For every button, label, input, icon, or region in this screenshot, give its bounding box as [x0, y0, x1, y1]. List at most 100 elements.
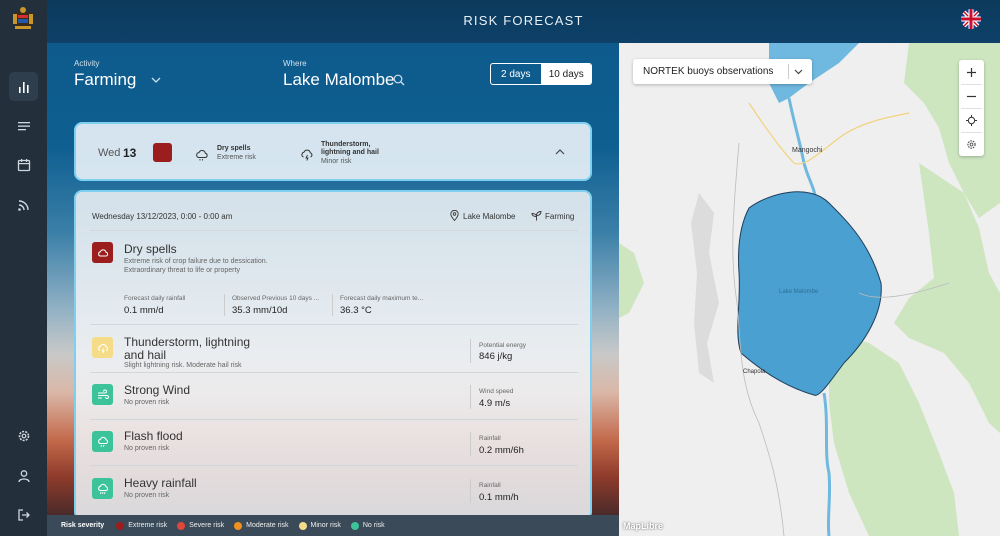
risk-desc-heavy-rainfall: No proven risk [124, 492, 170, 499]
metric-value: 4.9 m/s [479, 398, 511, 409]
divider [90, 465, 578, 466]
page-title: RISK FORECAST [463, 13, 584, 28]
locate-button[interactable] [959, 108, 984, 132]
zoom-in-button[interactable] [959, 60, 984, 84]
metric-value: 0.1 mm/h [479, 492, 519, 503]
side-item-signal[interactable] [9, 190, 38, 219]
metric-label: Forecast daily maximum te... [340, 295, 424, 302]
legend-item: Extreme risk [116, 521, 167, 530]
chevron-up-icon[interactable] [555, 148, 565, 156]
side-item-settings[interactable] [9, 421, 38, 450]
map-attribution[interactable]: MapLibre [623, 521, 664, 531]
metric-value: 846 j/kg [479, 351, 513, 362]
zoom-in-icon [967, 67, 976, 77]
zoom-out-icon [967, 95, 976, 97]
legend-text: Minor risk [310, 522, 341, 529]
divider [90, 372, 578, 373]
search-icon[interactable] [393, 74, 405, 86]
divider [224, 294, 225, 316]
flood-icon-badge [92, 431, 113, 452]
locate-icon [966, 114, 977, 126]
summary-risk-title: Dry spells [217, 145, 251, 152]
cloud-sun-icon [97, 248, 108, 256]
legend-item: Severe risk [177, 521, 225, 530]
range-toggle: 2 days 10 days [490, 63, 592, 85]
activity-select[interactable]: Farming [74, 70, 137, 89]
cloud-sun-icon [196, 150, 208, 161]
cloud-lightning-icon [301, 149, 313, 161]
cloud-rain-icon [97, 436, 108, 447]
map-layer-select[interactable]: NORTEK buoys observations [633, 59, 812, 84]
risk-title-strong-wind: Strong Wind [124, 383, 191, 397]
summary-risk-title: Thunderstorm, lightning and hail [321, 141, 379, 156]
where-label: Where [283, 59, 307, 68]
map-label-chapola: Chapola [743, 369, 766, 375]
where-input[interactable]: Lake Malombe [283, 70, 395, 89]
range-10-days[interactable]: 10 days [541, 64, 591, 84]
risk-title-heavy-rainfall: Heavy rainfall [124, 476, 197, 490]
detail-location: Lake Malombe [463, 212, 516, 221]
heavy-rain-icon-badge [92, 478, 113, 499]
side-item-chart[interactable] [9, 72, 38, 101]
signal-icon [17, 199, 29, 211]
divider [961, 132, 982, 133]
divider [961, 108, 982, 109]
forecast-panel: Activity Farming Where Lake Malombe 2 da… [47, 43, 619, 515]
side-item-user[interactable] [9, 461, 38, 490]
wind-icon [97, 389, 109, 399]
side-item-list[interactable] [9, 111, 38, 140]
calendar-icon [17, 158, 30, 171]
summary-risk-sub: Minor risk [321, 158, 352, 165]
chevron-down-icon[interactable] [794, 68, 803, 75]
divider [470, 432, 471, 456]
user-icon [17, 469, 30, 482]
map-canvas[interactable] [619, 43, 1000, 536]
divider [470, 339, 471, 363]
detail-activity: Farming [545, 212, 575, 221]
gear-icon [18, 430, 29, 441]
chart-icon [18, 81, 29, 93]
metric-label: Rainfall [479, 482, 501, 489]
map-layer-value: NORTEK buoys observations [643, 66, 774, 77]
zoom-out-button[interactable] [959, 84, 984, 108]
location-pin-icon [450, 210, 459, 221]
divider [470, 385, 471, 409]
risk-title-dry-spells: Dry spells [124, 242, 177, 256]
risk-legend: Risk severity Extreme risk Severe risk M… [47, 515, 619, 536]
risk-title-flash-flood: Flash flood [124, 429, 183, 443]
divider [470, 479, 471, 503]
divider [332, 294, 333, 316]
divider [90, 419, 578, 420]
range-2-days[interactable]: 2 days [491, 64, 542, 84]
chevron-down-icon[interactable] [151, 75, 161, 85]
language-switcher[interactable] [961, 9, 981, 29]
risk-desc-flash-flood: No proven risk [124, 445, 170, 452]
metric-value: 35.3 mm/10d [232, 305, 288, 316]
map-label-mangochi: Mangochi [792, 147, 823, 154]
legend-dot [177, 521, 186, 530]
metric-value: 36.3 °C [340, 305, 372, 316]
activity-label: Activity [74, 59, 100, 68]
sprout-icon [531, 211, 542, 221]
legend-dot [298, 521, 307, 530]
summary-risk-sub: Extreme risk [217, 154, 256, 161]
legend-text: No risk [362, 522, 385, 529]
metric-label: Forecast daily rainfall [124, 295, 186, 302]
day-summary-card[interactable]: Wed 13 Dry spells Extreme risk Thunderst… [74, 122, 592, 181]
metric-label: Rainfall [479, 435, 501, 442]
cloud-heavy-rain-icon [97, 483, 108, 494]
risk-desc-strong-wind: No proven risk [124, 399, 170, 406]
top-bar: RISK FORECAST [47, 0, 1000, 43]
legend-label: Risk severity [61, 522, 105, 529]
map-view[interactable]: NORTEK buoys observations Mangochi Lake … [619, 43, 1000, 536]
legend-text: Severe risk [189, 522, 225, 529]
legend-dot [350, 521, 359, 530]
side-item-calendar[interactable] [9, 150, 38, 179]
coat-of-arms-logo [9, 4, 37, 32]
map-settings-button[interactable] [959, 132, 984, 156]
risk-detail-card: Wednesday 13/12/2023, 0:00 - 0:00 am Lak… [74, 190, 592, 515]
legend-text: Moderate risk [246, 522, 289, 529]
side-item-logout[interactable] [9, 500, 38, 529]
metric-label: Potential energy [479, 342, 526, 349]
uk-flag-icon [961, 9, 981, 29]
